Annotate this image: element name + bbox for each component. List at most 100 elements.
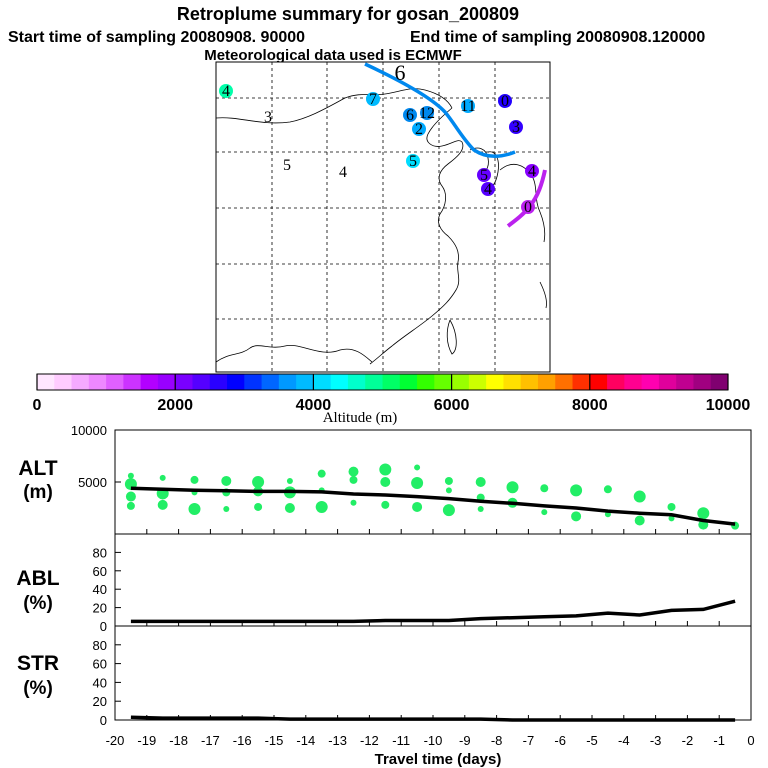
colorbar-cell [624, 374, 643, 390]
colorbar-cell [37, 374, 55, 390]
day-marker-dot [461, 99, 475, 113]
plume-particle-point [570, 484, 583, 497]
colorbar-cell [486, 374, 504, 390]
colorbar-cell [71, 374, 90, 390]
colorbar-cell [503, 374, 522, 390]
plume-particle-point [667, 502, 676, 511]
day-marker-label: 5 [283, 157, 291, 174]
x-tick-label: -5 [586, 733, 598, 748]
day-marker-label: 11 [460, 98, 475, 115]
colorbar-cell [468, 374, 487, 390]
y-tick-label: 40 [93, 675, 107, 690]
day-marker-label: 6 [395, 60, 406, 85]
abl-panel: ABL (%) [16, 533, 752, 627]
colorbar-cell [658, 374, 677, 390]
plume-particle-point [126, 501, 135, 510]
colorbar-cell [710, 374, 729, 390]
day-marker-label: 4 [484, 181, 492, 198]
y-tick-label: 20 [93, 601, 107, 616]
colorbar-tick-label: 6000 [434, 397, 470, 414]
day-marker-label: 12 [419, 105, 435, 122]
x-tick-label: -7 [523, 733, 535, 748]
colorbar-cell [244, 374, 263, 390]
colorbar-cell [278, 374, 297, 390]
day-marker-dot [525, 164, 539, 178]
x-axis-title: Travel time (days) [375, 751, 502, 768]
plume-particle-point [475, 477, 486, 487]
day-marker-dot [498, 94, 512, 108]
plume-particle-point [506, 481, 519, 494]
day-marker-label: 0 [501, 93, 509, 110]
y-tick-label: 0 [100, 713, 107, 728]
colorbar-cell [106, 374, 124, 390]
day-marker-dot [521, 200, 535, 214]
day-marker-label: 4 [528, 163, 536, 180]
colorbar-cell [434, 374, 453, 390]
str-panel-unit: (%) [23, 678, 53, 699]
plume-particle-point [445, 487, 452, 494]
day-marker-dot [366, 92, 380, 106]
colorbar-cell [365, 374, 383, 390]
x-tick-label: -2 [682, 733, 694, 748]
colorbar-tick-label: 4000 [296, 397, 332, 414]
colorbar-cell [88, 374, 107, 390]
colorbar-tick-label: 2000 [157, 397, 193, 414]
colorbar-cell [192, 374, 211, 390]
day-marker-dot [406, 154, 420, 168]
plume-particle-point [315, 500, 328, 513]
plume-particle-point [348, 466, 359, 477]
plume-particle-point [697, 507, 710, 520]
colorbar-cell [330, 374, 349, 390]
plume-particle-point [477, 506, 484, 513]
y-tick-label: 80 [93, 545, 107, 560]
plume-particle-point [254, 502, 263, 511]
day-marker-dot [477, 168, 491, 182]
colorbar-cell [676, 374, 694, 390]
day-marker-label: 5 [480, 167, 488, 184]
colorbar-cell [209, 374, 228, 390]
plume-particle-point [571, 511, 582, 522]
plume-particle-point [127, 472, 134, 479]
abl-plot: 0 20 40 60 80 [93, 545, 752, 634]
day-marker-dot [403, 108, 417, 122]
plume-particle-point [414, 464, 421, 471]
plume-particle-point [350, 499, 357, 506]
plume-particle-point [634, 515, 645, 526]
plume-particle-point [284, 503, 295, 513]
alt-plot: 5000 10000 [71, 423, 752, 534]
abl-panel-unit: (%) [23, 593, 53, 614]
colorbar-tick-label: 0 [33, 397, 42, 414]
colorbar-cell [589, 374, 608, 390]
x-tick-label: -16 [233, 733, 252, 748]
x-tick-label: -19 [137, 733, 156, 748]
x-tick-label: -10 [424, 733, 443, 748]
day-marker-dot [481, 182, 495, 196]
plume-particle-point [252, 476, 265, 488]
plume-particle-point [444, 476, 453, 485]
x-tick-label: -12 [360, 733, 379, 748]
colorbar-cell [520, 374, 539, 390]
y-tick-label: 40 [93, 582, 107, 597]
x-tick-label: -11 [392, 733, 410, 748]
met-data-label: Meteorological data used is ECMWF [204, 47, 462, 64]
x-tick-label: -1 [713, 733, 725, 748]
colorbar-cell [313, 374, 332, 390]
day-marker-dot [412, 122, 426, 136]
plume-particle-point [157, 499, 168, 510]
map-graticule [216, 62, 550, 372]
x-tick-label: -4 [618, 733, 630, 748]
colorbar-tick-label: 10000 [706, 397, 751, 414]
day-marker-label: 2 [415, 121, 423, 138]
x-tick-label: -6 [554, 733, 566, 748]
start-time-label: Start time of sampling 20080908. 90000 [8, 29, 305, 46]
y-tick-label: 0 [100, 619, 107, 634]
y-tick-label: 20 [93, 694, 107, 709]
colorbar-cell [296, 374, 314, 390]
y-tick-label: 80 [93, 638, 107, 653]
day-marker-label: 4 [339, 164, 347, 181]
colorbar-cell [175, 374, 193, 390]
day-marker-label: 5 [409, 153, 417, 170]
plume-particle-point [381, 500, 390, 509]
alt-panel-label: ALT [18, 457, 57, 480]
